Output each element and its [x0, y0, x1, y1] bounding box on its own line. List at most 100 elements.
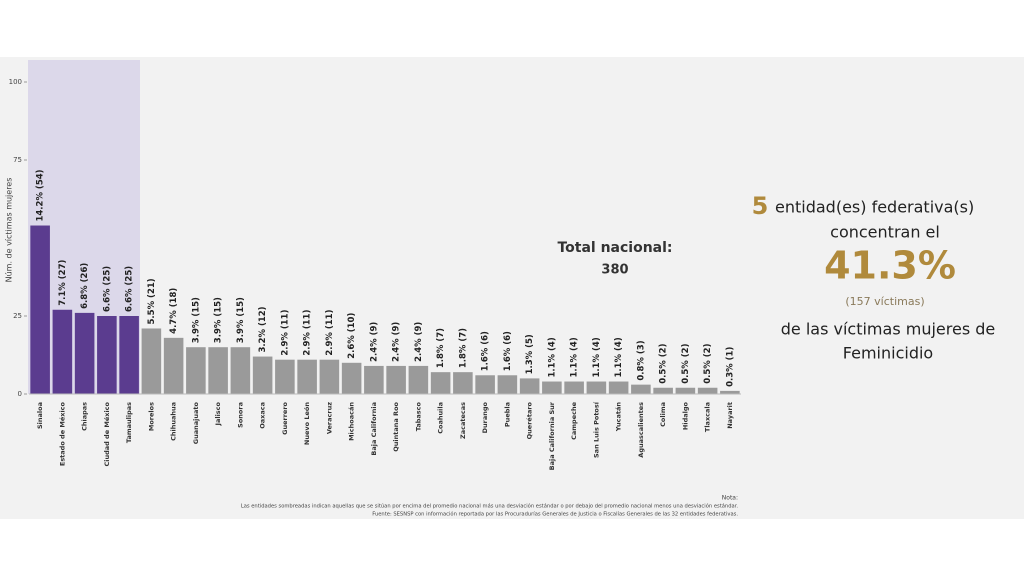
value-label: 1.1% (4) [547, 337, 557, 377]
x-tick-label: Tamaulipas [125, 402, 133, 443]
value-label: 3.9% (15) [236, 297, 246, 343]
slide-background [0, 57, 1024, 519]
x-tick-label: Veracruz [325, 402, 333, 434]
bar [386, 365, 406, 394]
x-tick-label: Yucatán [615, 402, 623, 433]
x-tick-label: Zacatecas [459, 402, 467, 439]
bar [453, 372, 473, 394]
bar [408, 365, 429, 394]
y-tick-label: 25 [13, 312, 22, 320]
bar [675, 387, 696, 394]
bar [653, 387, 673, 394]
x-tick-label: Estado de México [58, 401, 66, 466]
bar [52, 309, 73, 394]
x-tick-label: Michoacán [348, 402, 356, 441]
bar [163, 337, 184, 394]
x-tick-label: Baja California [370, 402, 378, 456]
x-tick-label: Nayarit [726, 402, 734, 429]
x-tick-label: Chihuahua [170, 402, 178, 441]
bar [297, 359, 317, 394]
value-label: 0.5% (2) [659, 343, 669, 383]
x-tick-label: Durango [481, 401, 489, 433]
x-tick-label: Quintana Roo [392, 401, 400, 451]
value-label: 1.8% (7) [458, 328, 468, 368]
value-label: 14.2% (54) [36, 169, 46, 221]
value-label: 0.8% (3) [636, 340, 646, 380]
bar [74, 312, 95, 394]
bar [97, 316, 117, 394]
x-tick-label: San Luis Potosí [592, 401, 600, 458]
bar [230, 347, 251, 394]
note-title: Nota: [722, 495, 738, 502]
bar [119, 316, 139, 394]
value-label: 1.6% (6) [481, 331, 491, 371]
value-label: 1.1% (4) [614, 337, 624, 377]
x-tick-label: Coahuila [437, 402, 445, 434]
value-label: 3.2% (12) [258, 306, 268, 352]
bar [586, 381, 607, 394]
bar [252, 356, 273, 394]
summary-text: de las víctimas mujeres de [781, 320, 996, 339]
value-label: 0.5% (2) [681, 343, 691, 383]
summary-percent: 41.3% [824, 244, 956, 288]
value-label: 1.1% (4) [592, 337, 602, 377]
x-tick-label: Chiapas [81, 402, 89, 431]
value-label: 6.6% (25) [125, 266, 135, 312]
summary-text: entidad(es) federativa(s) [775, 198, 974, 217]
x-tick-label: Puebla [503, 402, 511, 427]
value-label: 1.3% (5) [525, 334, 535, 374]
value-label: 2.6% (10) [347, 313, 357, 359]
summary-victims: (157 víctimas) [845, 295, 924, 308]
y-tick-label: 100 [9, 78, 22, 86]
bar [608, 381, 629, 394]
value-label: 2.4% (9) [392, 322, 402, 362]
x-tick-label: Oaxaca [259, 402, 267, 429]
bar [364, 365, 384, 394]
x-tick-label: Hidalgo [681, 401, 689, 430]
y-axis-title: Núm. de víctimas mujeres [5, 178, 14, 283]
x-tick-label: Querétaro [526, 401, 534, 439]
value-label: 2.9% (11) [303, 309, 313, 355]
bar [564, 381, 584, 394]
total-label: Total nacional: [557, 240, 672, 256]
value-label: 5.5% (21) [147, 278, 157, 324]
bar [475, 375, 495, 394]
x-tick-label: Guerrero [281, 401, 289, 434]
x-tick-label: Sonora [236, 402, 244, 428]
y-tick-label: 0 [18, 390, 22, 398]
summary-text: Feminicidio [843, 344, 933, 363]
x-tick-label: Nuevo León [303, 402, 311, 445]
x-tick-label: Jalisco [214, 401, 222, 426]
value-label: 1.1% (4) [570, 337, 580, 377]
value-label: 0.3% (1) [725, 347, 735, 387]
bar [30, 225, 50, 394]
value-label: 0.5% (2) [703, 343, 713, 383]
x-tick-label: Colima [659, 402, 667, 427]
summary-text: concentran el [830, 223, 940, 242]
value-label: 7.1% (27) [58, 260, 68, 306]
x-tick-label: Guanajuato [192, 401, 200, 444]
x-tick-label: Baja California Sur [548, 401, 556, 470]
bar [186, 347, 206, 394]
source: Fuente: SESNSP con información reportada… [372, 511, 738, 518]
x-tick-label: Tlaxcala [704, 402, 712, 432]
value-label: 6.6% (25) [102, 266, 112, 312]
bar [341, 362, 362, 394]
bar [430, 372, 451, 394]
summary-count: 5 [752, 192, 769, 220]
bar [141, 328, 162, 394]
x-tick-label: Ciudad de México [103, 401, 111, 466]
x-tick-label: Aguascalientes [637, 402, 645, 458]
note: Las entidades sombreadas indican aquella… [241, 503, 739, 510]
x-tick-label: Campeche [570, 401, 578, 439]
bar [275, 359, 295, 394]
bar [497, 375, 518, 394]
value-label: 2.9% (11) [325, 309, 335, 355]
value-label: 2.9% (11) [280, 309, 290, 355]
x-tick-label: Morelos [147, 402, 155, 431]
bar [319, 359, 340, 394]
bar [519, 378, 540, 394]
bar [208, 347, 228, 394]
value-label: 3.9% (15) [214, 297, 224, 343]
